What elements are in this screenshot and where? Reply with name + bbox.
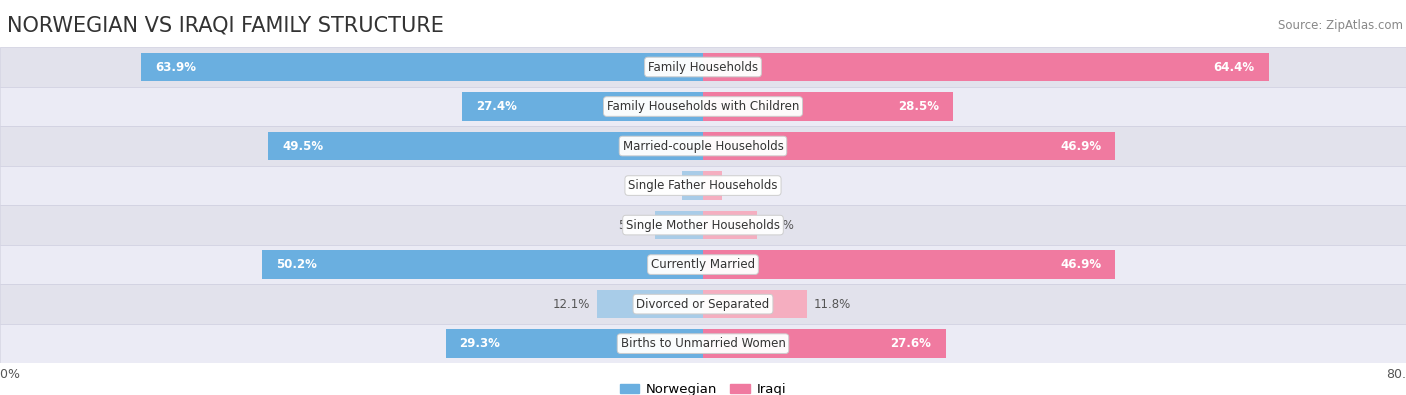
Bar [703, 53, 1268, 81]
Text: 49.5%: 49.5% [283, 139, 323, 152]
Bar [0, 324, 1406, 363]
Text: Single Father Households: Single Father Households [628, 179, 778, 192]
Bar [682, 171, 703, 200]
Bar [703, 171, 723, 200]
Text: Married-couple Households: Married-couple Households [623, 139, 783, 152]
Text: Currently Married: Currently Married [651, 258, 755, 271]
Text: 64.4%: 64.4% [1213, 60, 1256, 73]
Bar [0, 126, 1406, 166]
Bar [142, 53, 703, 81]
Text: 5.5%: 5.5% [619, 218, 648, 231]
Text: Births to Unmarried Women: Births to Unmarried Women [620, 337, 786, 350]
Text: NORWEGIAN VS IRAQI FAMILY STRUCTURE: NORWEGIAN VS IRAQI FAMILY STRUCTURE [7, 16, 444, 36]
Bar [703, 132, 1115, 160]
Text: 63.9%: 63.9% [156, 60, 197, 73]
Text: 50.2%: 50.2% [276, 258, 316, 271]
Bar [703, 92, 953, 121]
Text: 6.1%: 6.1% [763, 218, 793, 231]
Text: 28.5%: 28.5% [898, 100, 939, 113]
Bar [703, 329, 946, 358]
Text: Source: ZipAtlas.com: Source: ZipAtlas.com [1278, 19, 1403, 32]
Bar [262, 250, 703, 279]
Bar [0, 284, 1406, 324]
Bar [0, 87, 1406, 126]
Bar [655, 211, 703, 239]
Text: 27.6%: 27.6% [890, 337, 932, 350]
Bar [0, 166, 1406, 205]
Text: 2.4%: 2.4% [645, 179, 675, 192]
Text: Family Households with Children: Family Households with Children [607, 100, 799, 113]
Text: 27.4%: 27.4% [477, 100, 517, 113]
Bar [446, 329, 703, 358]
Text: 12.1%: 12.1% [553, 297, 589, 310]
Text: 2.2%: 2.2% [730, 179, 759, 192]
Text: Divorced or Separated: Divorced or Separated [637, 297, 769, 310]
Bar [703, 250, 1115, 279]
Text: Family Households: Family Households [648, 60, 758, 73]
Text: 11.8%: 11.8% [814, 297, 851, 310]
Text: 29.3%: 29.3% [460, 337, 501, 350]
Bar [269, 132, 703, 160]
Bar [596, 290, 703, 318]
Text: Single Mother Households: Single Mother Households [626, 218, 780, 231]
Bar [703, 290, 807, 318]
Bar [0, 205, 1406, 245]
Bar [703, 211, 756, 239]
Bar [463, 92, 703, 121]
Text: 46.9%: 46.9% [1060, 139, 1101, 152]
Legend: Norwegian, Iraqi: Norwegian, Iraqi [614, 378, 792, 395]
Bar [0, 245, 1406, 284]
Bar [0, 47, 1406, 87]
Text: 46.9%: 46.9% [1060, 258, 1101, 271]
